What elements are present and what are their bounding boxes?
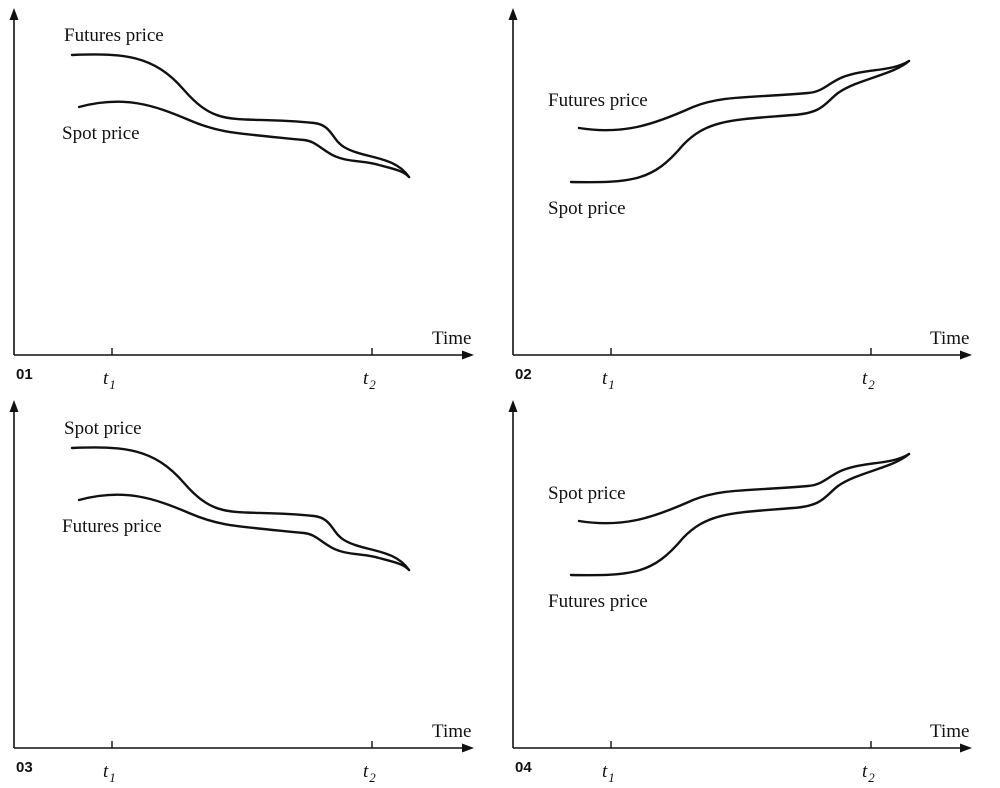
y-axis-arrow [9, 400, 19, 412]
x-axis-label: Time [930, 721, 969, 742]
series-line-futures-price [77, 493, 411, 572]
series-label: Spot price [64, 418, 142, 439]
series-label: Futures price [548, 591, 648, 612]
series-line-futures-price [70, 53, 411, 179]
x-tick-subscript: 2 [369, 377, 376, 392]
series-line-futures-price [569, 452, 911, 577]
x-axis-label: Time [930, 328, 969, 349]
series-label: Futures price [64, 25, 164, 46]
x-tick-label: t1 [103, 761, 116, 785]
chart-panel-03: Time 03 t1 t2 Spot price Futures price [9, 400, 474, 785]
x-axis-label: Time [432, 721, 471, 742]
series-label: Futures price [62, 516, 162, 537]
series-line-spot-price [569, 59, 911, 184]
series-line-futures-price [577, 59, 911, 132]
panel-id: 01 [16, 366, 33, 383]
y-axis-arrow [9, 8, 19, 20]
series-line-spot-price [577, 452, 911, 525]
x-tick-label: t1 [602, 368, 615, 392]
series-line-spot-price [70, 446, 411, 572]
x-axis-arrow [960, 350, 972, 360]
x-axis-arrow [462, 350, 474, 360]
x-tick-label: t2 [363, 368, 376, 392]
series-line-spot-price [77, 100, 411, 179]
series-label: Futures price [548, 90, 648, 111]
series-label: Spot price [548, 198, 626, 219]
x-tick-label: t2 [862, 368, 875, 392]
panel-id: 02 [515, 366, 532, 383]
x-axis-arrow [960, 743, 972, 753]
chart-panel-04: Time 04 t1 t2 Spot price Futures price [508, 400, 972, 785]
panel-id: 04 [515, 759, 532, 776]
x-tick-subscript: 1 [608, 377, 615, 392]
x-axis-label: Time [432, 328, 471, 349]
y-axis-arrow [508, 8, 518, 20]
x-tick-subscript: 1 [109, 770, 116, 785]
series-label: Spot price [548, 483, 626, 504]
x-tick-subscript: 1 [608, 770, 615, 785]
series-label: Spot price [62, 123, 140, 144]
x-tick-label: t2 [862, 761, 875, 785]
x-tick-subscript: 2 [369, 770, 376, 785]
chart-panel-01: Time 01 t1 t2 Futures price Spot price [9, 8, 474, 392]
panel-id: 03 [16, 759, 33, 776]
x-axis-arrow [462, 743, 474, 753]
x-tick-label: t2 [363, 761, 376, 785]
x-tick-subscript: 2 [868, 377, 875, 392]
x-tick-subscript: 1 [109, 377, 116, 392]
x-tick-label: t1 [602, 761, 615, 785]
x-tick-label: t1 [103, 368, 116, 392]
chart-panel-02: Time 02 t1 t2 Futures price Spot price [508, 8, 972, 392]
x-tick-subscript: 2 [868, 770, 875, 785]
y-axis-arrow [508, 400, 518, 412]
